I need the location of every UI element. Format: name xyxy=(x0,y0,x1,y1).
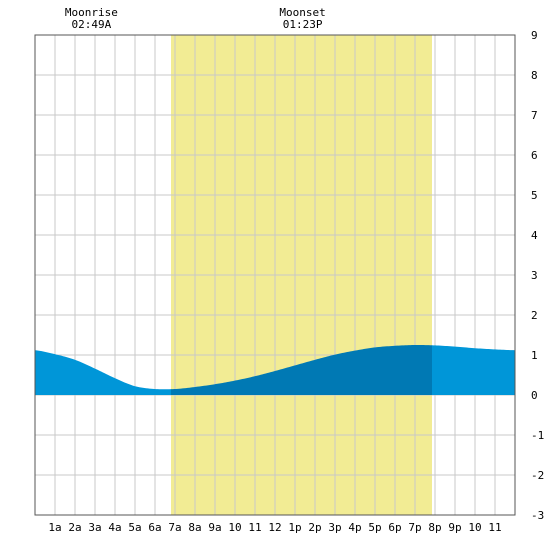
moon-event-name: Moonrise xyxy=(65,6,118,19)
x-tick-label: 4a xyxy=(108,521,121,534)
x-tick-label: 6a xyxy=(148,521,161,534)
y-tick-label: 5 xyxy=(531,189,538,202)
moon-event-time: 01:23P xyxy=(283,18,323,31)
x-tick-label: 3a xyxy=(88,521,101,534)
x-tick-label: 10 xyxy=(468,521,481,534)
x-tick-label: 9a xyxy=(208,521,221,534)
x-tick-label: 12 xyxy=(268,521,281,534)
tide-area-night-early xyxy=(35,350,171,395)
x-tick-label: 1a xyxy=(48,521,61,534)
x-tick-label: 11 xyxy=(488,521,501,534)
x-tick-label: 2p xyxy=(308,521,321,534)
y-tick-label: 6 xyxy=(531,149,538,162)
x-tick-label: 8a xyxy=(188,521,201,534)
y-tick-label: 8 xyxy=(531,69,538,82)
x-tick-label: 9p xyxy=(448,521,461,534)
x-tick-label: 4p xyxy=(348,521,361,534)
y-tick-label: 0 xyxy=(531,389,538,402)
y-tick-label: -3 xyxy=(531,509,544,522)
x-tick-label: 6p xyxy=(388,521,401,534)
x-tick-label: 10 xyxy=(228,521,241,534)
x-tick-label: 2a xyxy=(68,521,81,534)
x-tick-label: 5p xyxy=(368,521,381,534)
y-tick-label: 2 xyxy=(531,309,538,322)
tide-area-night-late xyxy=(432,345,515,395)
x-tick-label: 7a xyxy=(168,521,181,534)
x-tick-label: 11 xyxy=(248,521,261,534)
y-tick-label: 4 xyxy=(531,229,538,242)
x-tick-label: 1p xyxy=(288,521,301,534)
moon-event-name: Moonset xyxy=(279,6,325,19)
x-tick-label: 5a xyxy=(128,521,141,534)
y-tick-label: 7 xyxy=(531,109,538,122)
x-tick-label: 3p xyxy=(328,521,341,534)
y-tick-label: 9 xyxy=(531,29,538,42)
moon-event-time: 02:49A xyxy=(72,18,112,31)
y-tick-label: -2 xyxy=(531,469,544,482)
y-tick-label: -1 xyxy=(531,429,544,442)
x-tick-label: 7p xyxy=(408,521,421,534)
tide-area-daylight xyxy=(171,344,432,395)
x-tick-label: 8p xyxy=(428,521,441,534)
plot-frame xyxy=(34,34,516,516)
y-tick-label: 3 xyxy=(531,269,538,282)
y-tick-label: 1 xyxy=(531,349,538,362)
